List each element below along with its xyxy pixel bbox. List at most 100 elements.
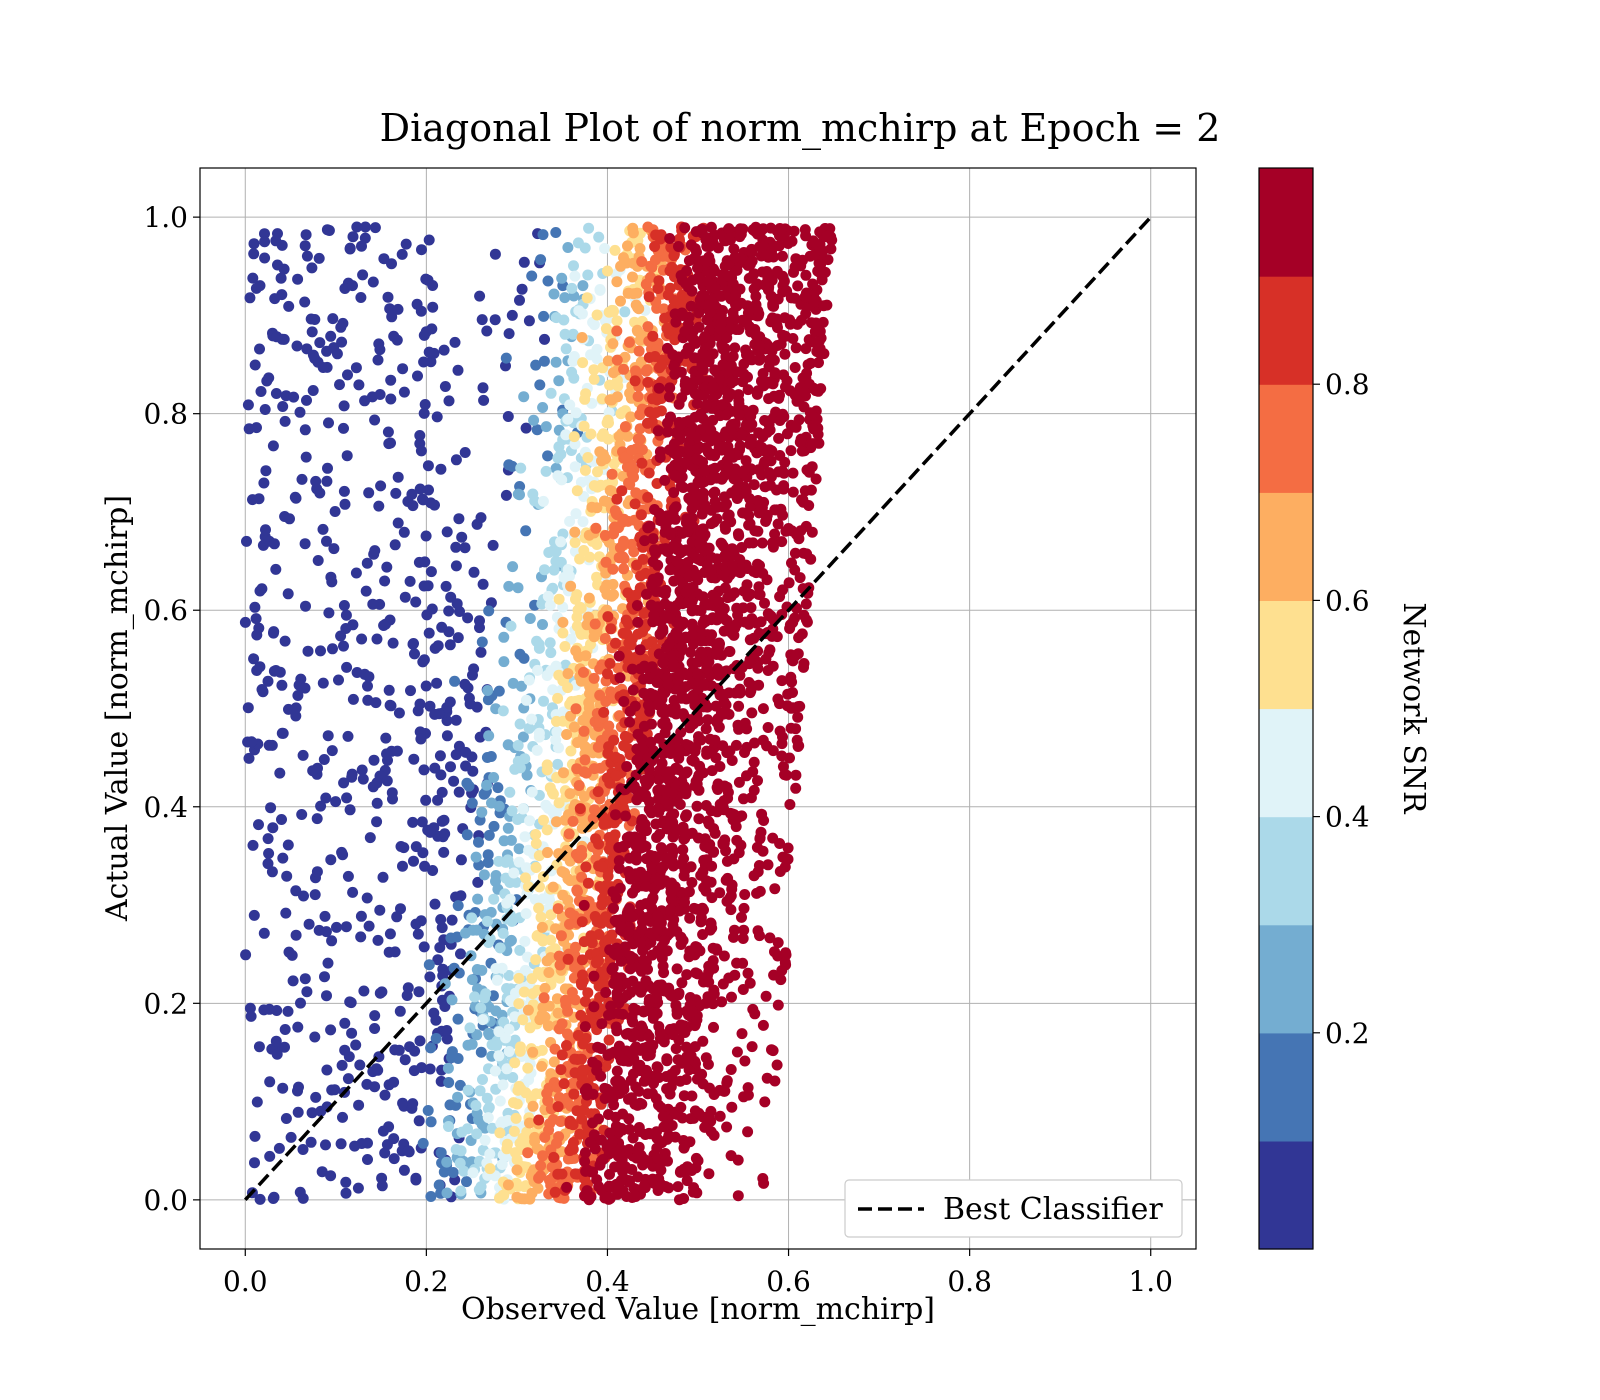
scatter-point <box>794 700 806 712</box>
scatter-point <box>759 1096 771 1108</box>
scatter-point <box>531 744 543 756</box>
scatter-point <box>313 252 325 264</box>
scatter-point <box>670 823 681 835</box>
scatter-point <box>418 356 430 368</box>
scatter-point <box>290 702 302 714</box>
scatter-point <box>603 1034 615 1046</box>
scatter-point <box>594 284 606 296</box>
scatter-point <box>719 582 731 594</box>
scatter-point <box>478 869 490 881</box>
scatter-point <box>583 592 595 604</box>
scatter-point <box>627 684 639 696</box>
scatter-point <box>439 828 451 840</box>
scatter-point <box>301 986 313 998</box>
scatter-point <box>611 325 623 337</box>
scatter-point <box>398 526 410 538</box>
scatter-point <box>320 1139 331 1151</box>
scatter-point <box>612 662 624 674</box>
scatter-point <box>690 1152 702 1164</box>
scatter-point <box>565 633 577 645</box>
scatter-point <box>518 652 530 664</box>
scatter-point <box>542 802 554 814</box>
scatter-point <box>737 602 749 614</box>
scatter-point <box>575 626 587 638</box>
scatter-point <box>653 275 665 287</box>
scatter-point <box>597 1154 609 1165</box>
scatter-point <box>526 270 538 282</box>
scatter-point <box>569 270 581 282</box>
scatter-point <box>527 1100 539 1112</box>
scatter-point <box>736 467 748 479</box>
scatter-point <box>339 1017 351 1029</box>
scatter-point <box>532 930 543 941</box>
scatter-point <box>657 543 668 555</box>
scatter-point <box>675 692 687 704</box>
scatter-point <box>452 632 464 644</box>
scatter-point <box>661 342 673 354</box>
scatter-point <box>334 379 345 391</box>
scatter-point <box>746 707 758 719</box>
scatter-point <box>680 631 692 643</box>
scatter-point <box>309 314 321 325</box>
scatter-point <box>418 407 430 419</box>
scatter-point <box>244 292 256 304</box>
scatter-point <box>575 1053 587 1065</box>
scatter-point <box>513 972 525 984</box>
scatter-point <box>407 500 419 512</box>
scatter-point <box>248 248 260 260</box>
scatter-point <box>272 259 283 271</box>
scatter-point <box>548 1056 560 1068</box>
scatter-point <box>524 1193 536 1205</box>
scatter-point <box>542 847 553 858</box>
scatter-point <box>441 1033 453 1045</box>
scatter-point <box>449 675 461 687</box>
scatter-point <box>579 1147 591 1159</box>
scatter-point <box>661 323 673 334</box>
scatter-point <box>638 954 650 966</box>
scatter-point <box>650 254 661 266</box>
scatter-point <box>580 1165 592 1177</box>
scatter-point <box>249 1130 261 1142</box>
scatter-point <box>517 1014 529 1026</box>
scatter-point <box>387 793 398 805</box>
scatter-point <box>479 1134 491 1146</box>
scatter-point <box>744 258 756 270</box>
scatter-point <box>473 1184 485 1196</box>
scatter-point <box>781 285 793 297</box>
scatter-point <box>596 861 608 873</box>
scatter-point <box>492 782 504 794</box>
scatter-point <box>484 1163 496 1175</box>
scatter-point <box>613 650 625 662</box>
scatter-point <box>512 582 524 594</box>
scatter-point <box>509 1057 521 1069</box>
scatter-point <box>417 1137 429 1149</box>
scatter-point <box>767 660 779 672</box>
scatter-point <box>790 769 802 781</box>
scatter-point <box>600 556 612 568</box>
scatter-point <box>734 683 746 695</box>
scatter-point <box>647 533 659 545</box>
scatter-point <box>608 528 619 540</box>
scatter-point <box>519 1131 531 1143</box>
scatter-point <box>768 251 779 263</box>
scatter-point <box>606 468 618 480</box>
scatter-point <box>325 1024 337 1036</box>
scatter-point <box>432 640 444 652</box>
scatter-point <box>543 1000 555 1012</box>
scatter-point <box>542 275 554 287</box>
scatter-point <box>423 484 434 496</box>
scatter-point <box>303 918 315 930</box>
scatter-point <box>532 1182 544 1194</box>
scatter-point <box>664 564 676 576</box>
scatter-point <box>475 646 487 658</box>
scatter-point <box>577 714 589 726</box>
scatter-point <box>513 998 525 1010</box>
scatter-point <box>720 699 732 711</box>
scatter-point <box>497 705 509 717</box>
scatter-point <box>369 414 381 426</box>
scatter-point <box>701 419 713 431</box>
scatter-point <box>536 921 548 933</box>
scatter-point <box>467 1167 479 1179</box>
scatter-point <box>686 1090 698 1102</box>
scatter-point <box>438 344 450 356</box>
